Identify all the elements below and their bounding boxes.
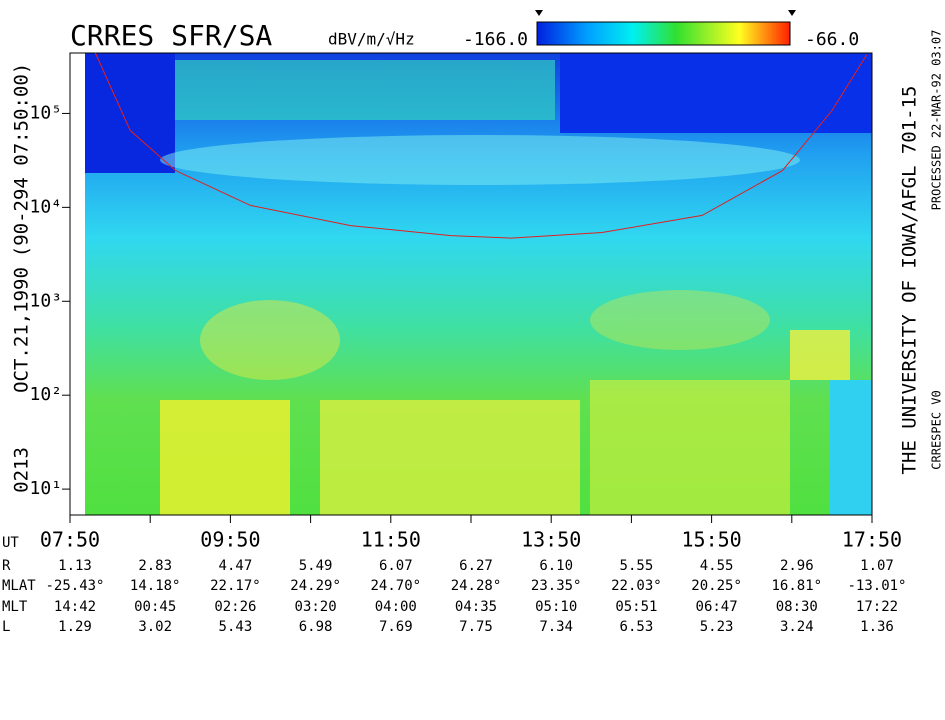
institution-label: THE UNIVERSITY OF IOWA/AFGL 701-15 xyxy=(899,86,921,475)
spectrogram-image xyxy=(85,53,872,515)
ephemeris-value: 23.35° xyxy=(531,578,582,594)
ephemeris-value: -13.01° xyxy=(847,578,906,594)
cutoff-line xyxy=(94,52,868,239)
ephemeris-value: 1.13 xyxy=(58,558,92,574)
ephemeris-value: 7.69 xyxy=(379,619,413,635)
ephemeris-value: 14.18° xyxy=(130,578,181,594)
ephemeris-value: 02:26 xyxy=(214,599,256,615)
x-tick-label: 11:50 xyxy=(361,528,421,552)
ephemeris-value: 22.03° xyxy=(611,578,662,594)
ephemeris-value: 7.34 xyxy=(539,619,573,635)
orbit-label: 0213 xyxy=(11,447,33,493)
ephemeris-value: 2.83 xyxy=(138,558,172,574)
ephemeris-value: 22.17° xyxy=(210,578,261,594)
ephemeris-value: 1.07 xyxy=(860,558,894,574)
ephemeris-value: 6.27 xyxy=(459,558,493,574)
ephemeris-value: 5.23 xyxy=(700,619,734,635)
ephemeris-value: -25.43° xyxy=(45,578,104,594)
colorbar-markers xyxy=(535,10,796,16)
chart-title: CRRES SFR/SA xyxy=(70,19,272,52)
colorbar xyxy=(536,21,791,46)
ephemeris-value: 1.29 xyxy=(58,619,92,635)
x-tick-label: 09:50 xyxy=(200,528,260,552)
ephemeris-value: 5.55 xyxy=(620,558,654,574)
ephemeris-value: 08:30 xyxy=(776,599,818,615)
x-tick-label: 07:50 xyxy=(40,528,100,552)
processed-label: PROCESSED 22-MAR-92 03:07 xyxy=(930,30,944,211)
x-tick-label: 17:50 xyxy=(842,528,902,552)
ephemeris-value: 5.49 xyxy=(299,558,333,574)
ephemeris-value: 6.53 xyxy=(620,619,654,635)
colorbar-max: -66.0 xyxy=(805,29,859,50)
ephemeris-value: 20.25° xyxy=(691,578,742,594)
ephemeris-value: 16.81° xyxy=(772,578,823,594)
ephemeris-value: 4.47 xyxy=(219,558,253,574)
colorbar-min: -166.0 xyxy=(463,29,528,50)
ephemeris-value: 24.70° xyxy=(371,578,422,594)
y-tick-label: 10³ xyxy=(29,290,62,311)
ephemeris-value: 7.75 xyxy=(459,619,493,635)
software-label: CRRESPEC V0 xyxy=(930,390,944,469)
ephemeris-value: 14:42 xyxy=(54,599,96,615)
ephemeris-value: 5.43 xyxy=(219,619,253,635)
start-label: (90-294 07:50:00) xyxy=(11,63,33,257)
ephemeris-value: 1.36 xyxy=(860,619,894,635)
y-tick-label: 10¹ xyxy=(29,478,62,499)
colorbar-unit: dBV/m/√Hz xyxy=(328,30,415,49)
y-tick-label: 10⁴ xyxy=(29,196,62,217)
row-label: MLT xyxy=(2,599,28,615)
ephemeris-value: 04:00 xyxy=(375,599,417,615)
ephemeris-value: 00:45 xyxy=(134,599,176,615)
row-label: MLAT xyxy=(2,578,36,594)
x-tick-label: 15:50 xyxy=(681,528,741,552)
ephemeris-value: 03:20 xyxy=(295,599,337,615)
row-label: UT xyxy=(2,535,19,551)
ephemeris-value: 05:10 xyxy=(535,599,577,615)
ephemeris-value: 3.24 xyxy=(780,619,814,635)
ephemeris-value: 3.02 xyxy=(138,619,172,635)
ephemeris-value: 24.29° xyxy=(290,578,341,594)
ephemeris-value: 6.07 xyxy=(379,558,413,574)
y-tick-label: 10⁵ xyxy=(29,102,62,123)
ephemeris-value: 04:35 xyxy=(455,599,497,615)
ephemeris-value: 4.55 xyxy=(700,558,734,574)
row-label: R xyxy=(2,558,11,574)
ephemeris-value: 24.28° xyxy=(451,578,502,594)
ephemeris-value: 06:47 xyxy=(696,599,738,615)
ephemeris-value: 2.96 xyxy=(780,558,814,574)
ephemeris-value: 6.98 xyxy=(299,619,333,635)
y-tick-label: 10² xyxy=(29,384,62,405)
x-tick-label: 13:50 xyxy=(521,528,581,552)
date-label: OCT.21,1990 xyxy=(11,267,33,393)
ephemeris-value: 6.10 xyxy=(539,558,573,574)
row-label: L xyxy=(2,619,10,635)
ephemeris-value: 05:51 xyxy=(615,599,657,615)
ephemeris-value: 17:22 xyxy=(856,599,898,615)
